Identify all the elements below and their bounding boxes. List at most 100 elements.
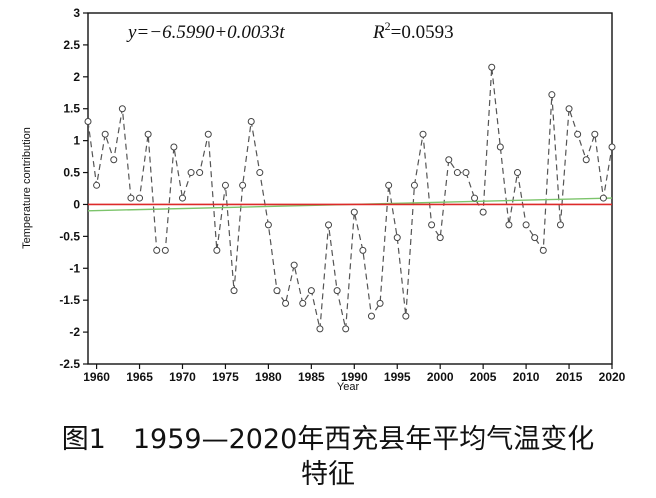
data-point-marker: [196, 169, 204, 177]
data-point-marker: [178, 194, 186, 202]
y-tick-label: 1: [73, 134, 80, 148]
data-point-marker: [333, 287, 341, 295]
r-squared-label: R2=0.0593: [372, 19, 454, 43]
data-point-marker: [273, 287, 281, 295]
data-point-marker: [342, 325, 350, 333]
data-point-marker: [299, 299, 307, 307]
data-point-marker: [496, 143, 504, 151]
data-point-marker: [565, 105, 573, 113]
data-point-marker: [350, 208, 358, 216]
data-point-marker: [453, 169, 461, 177]
x-tick-label: 1965: [126, 370, 153, 384]
data-point-marker: [204, 130, 212, 138]
x-tick-label: 2005: [470, 370, 497, 384]
data-point-marker: [582, 156, 590, 164]
y-tick-label: -2: [69, 325, 80, 339]
data-point-marker: [488, 63, 496, 71]
x-tick-label: 1980: [255, 370, 282, 384]
data-point-marker: [505, 221, 513, 229]
y-tick-label: -1: [69, 261, 80, 275]
figure-caption-line-1: 图1 1959—2020年西充县年平均气温变化: [61, 424, 595, 455]
data-point-marker: [93, 181, 101, 189]
data-point-marker: [247, 117, 255, 125]
series-lines: [87, 67, 613, 330]
data-point-marker: [325, 221, 333, 229]
data-point-marker: [479, 208, 487, 216]
y-tick-label: -1.5: [59, 293, 80, 307]
y-tick-label: 0: [73, 197, 80, 211]
data-point-marker: [110, 156, 118, 164]
x-axis-title: Year: [337, 381, 360, 393]
x-axis: 1960 1965 1970 1975 1980 1985 1990 1995 2000 2005…: [83, 364, 626, 384]
data-point-marker: [436, 234, 444, 242]
y-tick-label: 1.5: [63, 102, 80, 116]
data-point-marker: [548, 91, 556, 99]
data-point-marker: [307, 287, 315, 295]
data-point-marker: [282, 299, 290, 307]
chart-figure: -2.5-2-1.5-1-0.500.511.522.53 1960 1965 19…: [21, 6, 626, 393]
data-point-marker: [230, 287, 238, 295]
data-point-marker: [522, 221, 530, 229]
y-tick-label: -0.5: [59, 229, 80, 243]
data-point-marker: [445, 156, 453, 164]
x-tick-label: 2010: [513, 370, 540, 384]
data-point-marker: [556, 221, 564, 229]
y-tick-label: 0.5: [63, 166, 80, 180]
data-point-marker: [462, 169, 470, 177]
data-point-marker: [161, 246, 169, 254]
data-point-marker: [574, 130, 582, 138]
data-point-marker: [608, 143, 616, 151]
data-point-marker: [376, 299, 384, 307]
data-point-marker: [514, 169, 522, 177]
x-tick-label: 2015: [556, 370, 583, 384]
x-tick-label: 2000: [427, 370, 454, 384]
data-point-marker: [393, 234, 401, 242]
data-point-marker: [599, 194, 607, 202]
data-point-marker: [539, 246, 547, 254]
data-point-marker: [419, 130, 427, 138]
data-point-marker: [367, 312, 375, 320]
series-markers: [84, 63, 616, 333]
x-tick-label: 1990: [341, 370, 368, 384]
figure-caption-line-2: 特征: [301, 459, 355, 490]
y-tick-label: 2.5: [63, 38, 80, 52]
data-point-marker: [239, 181, 247, 189]
x-tick-label: 1970: [169, 370, 196, 384]
x-tick-label: 1960: [83, 370, 110, 384]
data-point-marker: [153, 246, 161, 254]
data-point-marker: [264, 221, 272, 229]
data-point-marker: [84, 117, 92, 125]
data-point-marker: [127, 194, 135, 202]
data-point-marker: [471, 194, 479, 202]
y-tick-label: 3: [73, 6, 80, 20]
y-axis-title: Temperature contribution: [21, 127, 33, 249]
data-point-marker: [256, 169, 264, 177]
data-point-marker: [213, 246, 221, 254]
data-point-marker: [221, 181, 229, 189]
data-point-marker: [136, 194, 144, 202]
data-point-marker: [118, 105, 126, 113]
data-point-marker: [290, 261, 298, 269]
regression-equation: y=−6.5990+0.0033t: [126, 22, 285, 43]
plot-area-frame: [87, 12, 613, 365]
data-point-marker: [170, 143, 178, 151]
x-tick-label: 1995: [384, 370, 411, 384]
data-point-marker: [531, 234, 539, 242]
x-tick-label: 2020: [599, 370, 626, 384]
y-tick-label: 2: [73, 70, 80, 84]
data-point-marker: [359, 246, 367, 254]
y-tick-label: -2.5: [59, 357, 80, 371]
x-tick-label: 1975: [212, 370, 239, 384]
y-axis: -2.5 -2 -1.5 -1 -0.5 0 0.5 1 1.5 2 2.5 3: [59, 6, 88, 371]
data-point-marker: [410, 181, 418, 189]
data-point-marker: [385, 181, 393, 189]
data-point-marker: [402, 312, 410, 320]
temperature-series-line: [87, 67, 613, 330]
data-point-marker: [187, 169, 195, 177]
data-point-marker: [316, 325, 324, 333]
data-point-marker: [101, 130, 109, 138]
data-point-marker: [428, 221, 436, 229]
x-tick-label: 1985: [298, 370, 325, 384]
data-point-marker: [591, 130, 599, 138]
data-point-marker: [144, 130, 152, 138]
